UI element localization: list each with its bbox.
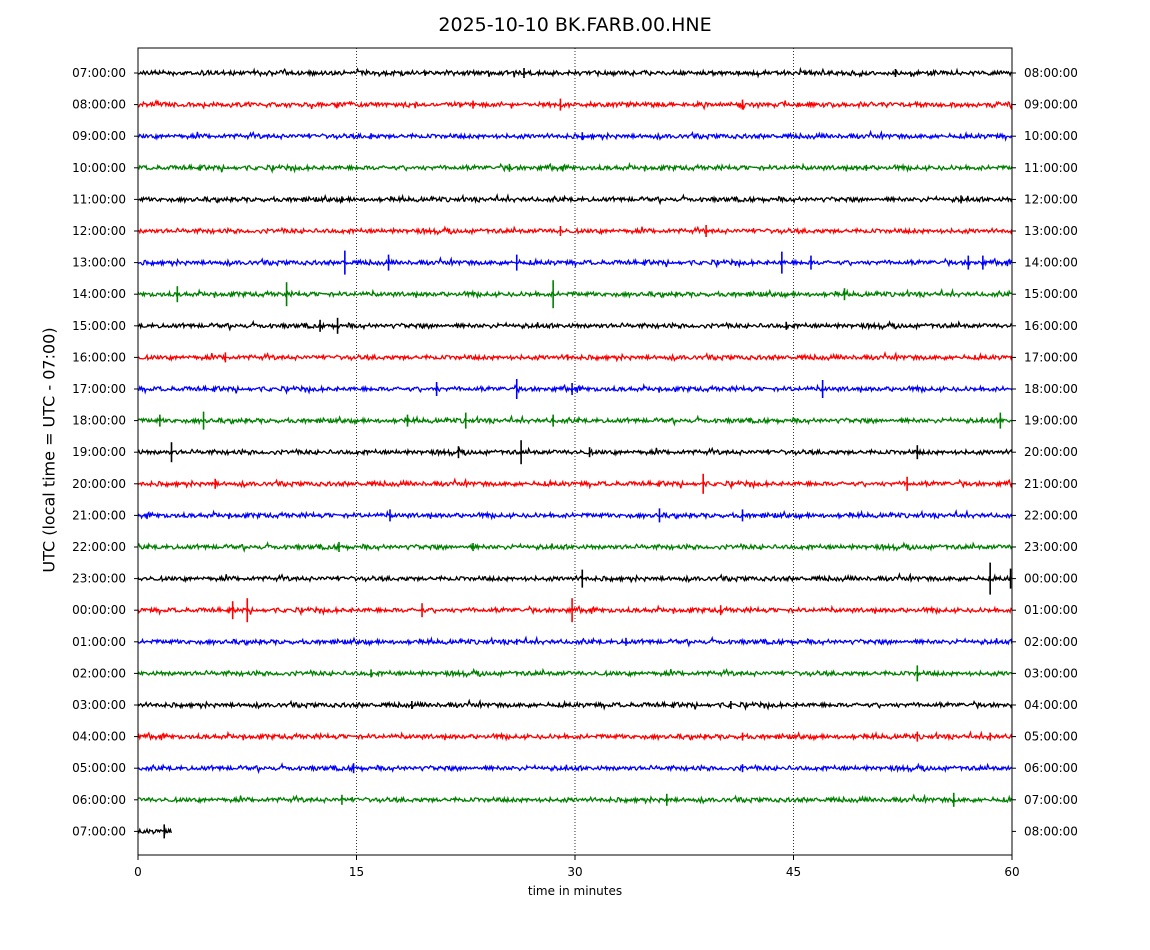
- right-tick-label-1: 09:00:00: [1024, 98, 1078, 112]
- left-tick-label-7: 14:00:00: [72, 287, 126, 301]
- trace-row-2: [137, 129, 1013, 142]
- x-tick-labels: 0 15 30 45 60: [134, 855, 1020, 879]
- trace-row-1: [137, 98, 1013, 111]
- right-tick-label-19: 03:00:00: [1024, 666, 1078, 680]
- trace-row-20: [137, 698, 1013, 712]
- right-tick-labels: 08:00:00 09:00:00 10:00:00 11:00:00 12:00:00…: [1012, 66, 1078, 838]
- trace-row-13: [137, 477, 1013, 490]
- trace-row-9: [137, 350, 1013, 363]
- chart-title: 2025-10-10 BK.FARB.00.HNE: [438, 14, 712, 36]
- trace-row-5: [138, 225, 1013, 236]
- left-tick-labels: 07:00:00 08:00:00 09:00:00 10:00:00 11:00:00…: [72, 66, 138, 838]
- left-tick-label-20: 03:00:00: [72, 698, 126, 712]
- right-tick-label-6: 14:00:00: [1024, 256, 1078, 270]
- left-tick-label-17: 00:00:00: [72, 603, 126, 617]
- left-tick-label-22: 05:00:00: [72, 761, 126, 775]
- trace-row-21: [137, 730, 1013, 742]
- left-tick-label-9: 16:00:00: [72, 350, 126, 364]
- trace-row-17: [137, 604, 1013, 617]
- x-axis-label: time in minutes: [527, 884, 623, 898]
- left-tick-label-13: 20:00:00: [72, 477, 126, 491]
- left-tick-label-2: 09:00:00: [72, 129, 126, 143]
- right-tick-label-24: 08:00:00: [1024, 824, 1078, 838]
- x-tick-label-3: 45: [786, 865, 801, 879]
- trace-row-22: [137, 762, 1013, 775]
- left-tick-label-0: 07:00:00: [72, 66, 126, 80]
- left-tick-label-24: 07:00:00: [72, 824, 126, 838]
- right-tick-label-21: 05:00:00: [1024, 730, 1078, 744]
- x-tick-label-4: 60: [1004, 865, 1019, 879]
- trace-row-14: [137, 509, 1013, 521]
- right-tick-label-15: 23:00:00: [1024, 540, 1078, 554]
- right-tick-label-14: 22:00:00: [1024, 508, 1078, 522]
- left-tick-label-14: 21:00:00: [72, 508, 126, 522]
- right-tick-label-12: 20:00:00: [1024, 445, 1078, 459]
- right-tick-label-7: 15:00:00: [1024, 287, 1078, 301]
- right-tick-label-0: 08:00:00: [1024, 66, 1078, 80]
- grid-lines: [356, 48, 794, 855]
- trace-row-7: [137, 287, 1013, 300]
- trace-layer: [137, 66, 1013, 839]
- left-tick-label-11: 18:00:00: [72, 414, 126, 428]
- left-tick-label-21: 04:00:00: [72, 730, 126, 744]
- x-tick-label-1: 15: [349, 865, 364, 879]
- trace-row-19: [137, 667, 1013, 679]
- left-tick-label-3: 10:00:00: [72, 161, 126, 175]
- trace-row-0: [137, 66, 1013, 79]
- right-tick-label-8: 16:00:00: [1024, 319, 1078, 333]
- right-tick-label-4: 12:00:00: [1024, 192, 1078, 206]
- trace-row-24: [137, 827, 172, 835]
- right-tick-label-11: 19:00:00: [1024, 414, 1078, 428]
- left-tick-label-5: 12:00:00: [72, 224, 126, 238]
- right-tick-label-2: 10:00:00: [1024, 129, 1078, 143]
- left-tick-label-8: 15:00:00: [72, 319, 126, 333]
- right-tick-label-5: 13:00:00: [1024, 224, 1078, 238]
- trace-row-11: [137, 414, 1013, 427]
- right-tick-label-20: 04:00:00: [1024, 698, 1078, 712]
- x-tick-label-2: 30: [567, 865, 582, 879]
- left-tick-label-6: 13:00:00: [72, 256, 126, 270]
- left-tick-label-15: 22:00:00: [72, 540, 126, 554]
- trace-row-16: [137, 572, 1013, 584]
- left-tick-label-1: 08:00:00: [72, 98, 126, 112]
- left-tick-label-10: 17:00:00: [72, 382, 126, 396]
- trace-row-6: [137, 256, 1013, 269]
- trace-row-18: [137, 635, 1013, 648]
- right-tick-label-9: 17:00:00: [1024, 350, 1078, 364]
- left-tick-label-19: 02:00:00: [72, 666, 126, 680]
- right-tick-label-18: 02:00:00: [1024, 635, 1078, 649]
- x-tick-label-0: 0: [134, 865, 142, 879]
- right-tick-label-22: 06:00:00: [1024, 761, 1078, 775]
- trace-row-8: [137, 319, 1013, 332]
- right-tick-label-13: 21:00:00: [1024, 477, 1078, 491]
- trace-row-10: [137, 383, 1013, 396]
- trace-row-23: [137, 793, 1013, 805]
- right-tick-label-17: 01:00:00: [1024, 603, 1078, 617]
- right-tick-label-23: 07:00:00: [1024, 793, 1078, 807]
- trace-row-15: [137, 540, 1013, 553]
- left-tick-label-12: 19:00:00: [72, 445, 126, 459]
- right-tick-label-16: 00:00:00: [1024, 572, 1078, 586]
- right-tick-label-3: 11:00:00: [1024, 161, 1078, 175]
- trace-row-12: [137, 446, 1013, 458]
- left-tick-label-18: 01:00:00: [72, 635, 126, 649]
- left-tick-label-16: 23:00:00: [72, 572, 126, 586]
- left-tick-label-23: 06:00:00: [72, 793, 126, 807]
- right-tick-label-10: 18:00:00: [1024, 382, 1078, 396]
- left-tick-label-4: 11:00:00: [72, 192, 126, 206]
- trace-row-4: [138, 193, 1013, 206]
